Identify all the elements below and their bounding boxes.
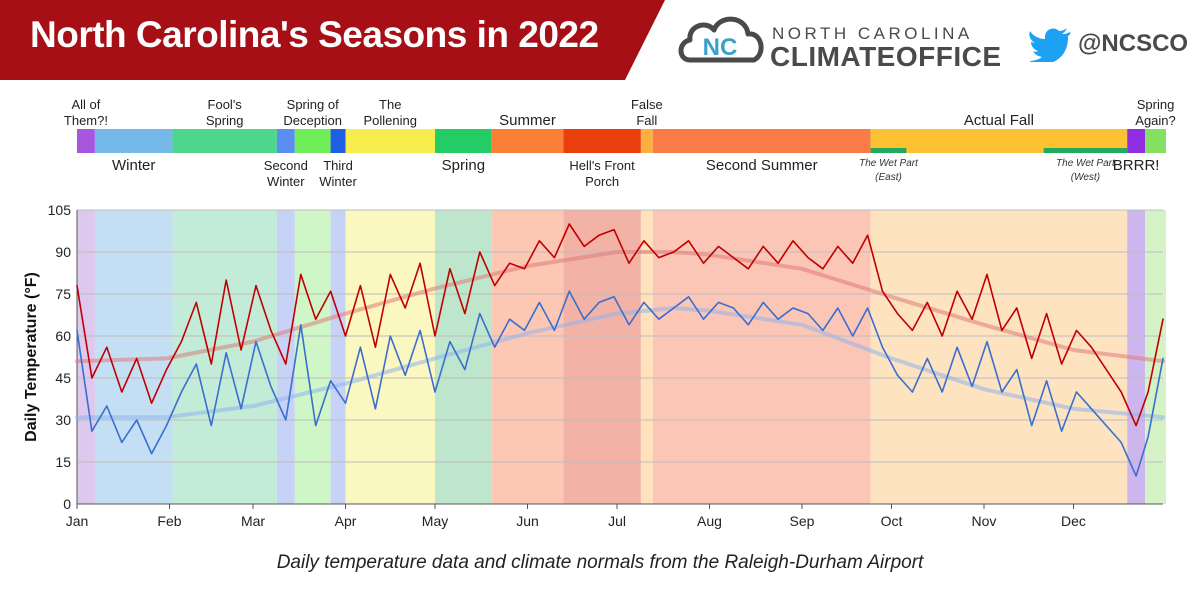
wet-period-label: (East) bbox=[875, 172, 902, 183]
daily-high-line bbox=[76, 223, 1164, 427]
season-background-band bbox=[640, 210, 653, 504]
x-tick-label: Mar bbox=[241, 513, 265, 529]
season-label: Summer bbox=[499, 112, 556, 129]
season-background-band bbox=[491, 210, 564, 504]
chart-caption: Daily temperature data and climate norma… bbox=[276, 552, 924, 573]
cloud-icon: NC bbox=[678, 16, 764, 63]
wet-period-bar bbox=[870, 148, 907, 153]
page-title: North Carolina's Seasons in 2022 bbox=[30, 14, 599, 55]
season-label: Fall bbox=[636, 113, 657, 128]
season-label: Spring of bbox=[287, 97, 339, 112]
season-timeline: All ofThem?!WinterFool'sSpringSecondWint… bbox=[64, 97, 1176, 189]
season-label: Spring bbox=[1137, 97, 1175, 112]
season-bar-segment bbox=[276, 129, 295, 153]
y-tick-label: 75 bbox=[55, 286, 71, 302]
normal-high-line bbox=[75, 250, 1165, 364]
twitter-handle-group[interactable]: @NCSCO bbox=[1028, 26, 1198, 66]
climate-office-logo: NC NORTH CAROLINA CLIMATEOFFICE bbox=[676, 8, 1001, 72]
temperature-chart: 0 15 30 45 60 75 90 105 Jan Feb Mar Apr May Jun Jul Aug… bbox=[23, 202, 1166, 529]
x-tick-label: May bbox=[422, 513, 448, 529]
season-label: Winter bbox=[112, 157, 155, 174]
x-tick-label: Jun bbox=[516, 513, 539, 529]
x-tick-label: Apr bbox=[335, 513, 357, 529]
season-label: Second bbox=[264, 158, 308, 173]
x-tick-label: Jul bbox=[608, 513, 626, 529]
season-label: Them?! bbox=[64, 113, 108, 128]
y-tick-label: 30 bbox=[55, 412, 71, 428]
y-tick-label: 105 bbox=[48, 202, 72, 218]
season-label: Deception bbox=[283, 113, 342, 128]
season-background-band bbox=[330, 210, 346, 504]
season-label: Spring bbox=[442, 157, 485, 174]
x-tick-label: Aug bbox=[697, 513, 722, 529]
wet-period-label: (West) bbox=[1071, 172, 1100, 183]
season-label: BRRR! bbox=[1113, 157, 1160, 174]
wet-period-bar bbox=[1043, 148, 1128, 153]
x-tick-label: Oct bbox=[881, 513, 903, 529]
season-label: Winter bbox=[267, 174, 305, 189]
season-background-band bbox=[276, 210, 295, 504]
x-tick-label: Dec bbox=[1061, 513, 1086, 529]
twitter-bird-icon bbox=[1029, 28, 1071, 65]
season-label: Spring bbox=[206, 113, 244, 128]
x-tick-label: Jan bbox=[66, 513, 89, 529]
season-bar-segment bbox=[1145, 129, 1166, 153]
season-bar-segment bbox=[1127, 129, 1146, 153]
normal-low-line bbox=[75, 306, 1165, 420]
season-background-band bbox=[77, 210, 95, 504]
season-label: Pollening bbox=[364, 113, 418, 128]
org-name-line1: NORTH CAROLINA bbox=[772, 24, 973, 43]
season-bar-segment bbox=[491, 129, 564, 153]
season-label: The bbox=[379, 97, 401, 112]
org-name-line2: CLIMATEOFFICE bbox=[770, 41, 1002, 72]
season-bar-segment bbox=[652, 129, 871, 153]
season-bar-segment bbox=[330, 129, 346, 153]
y-axis-title: Daily Temperature (°F) bbox=[23, 272, 40, 442]
y-tick-label: 0 bbox=[63, 496, 71, 512]
y-tick-label: 60 bbox=[55, 328, 71, 344]
season-label: All of bbox=[71, 97, 100, 112]
x-tick-label: Feb bbox=[157, 513, 181, 529]
x-tick-label: Nov bbox=[972, 513, 997, 529]
y-tick-label: 90 bbox=[55, 244, 71, 260]
season-label: Winter bbox=[319, 174, 357, 189]
season-label: Hell's Front bbox=[569, 158, 635, 173]
y-tick-label: 45 bbox=[55, 370, 71, 386]
season-background-band bbox=[870, 210, 1128, 504]
season-bar-segment bbox=[345, 129, 436, 153]
season-label: Actual Fall bbox=[964, 112, 1034, 129]
season-background-band bbox=[652, 210, 871, 504]
wet-period-label: The Wet Part bbox=[859, 158, 919, 169]
season-background-band bbox=[345, 210, 436, 504]
season-bar-segment bbox=[94, 129, 173, 153]
season-label: Second Summer bbox=[706, 157, 818, 174]
season-bar-segment bbox=[172, 129, 277, 153]
season-bar-segment bbox=[77, 129, 95, 153]
twitter-handle[interactable]: @NCSCO bbox=[1078, 30, 1189, 57]
x-tick-label: Sep bbox=[790, 513, 815, 529]
title-banner: North Carolina's Seasons in 2022 bbox=[0, 0, 665, 80]
season-label: Porch bbox=[585, 174, 619, 189]
season-bar-segment bbox=[435, 129, 492, 153]
y-tick-label: 15 bbox=[55, 454, 71, 470]
season-label: False bbox=[631, 97, 663, 112]
daily-low-line bbox=[76, 290, 1164, 477]
season-bar-segment bbox=[640, 129, 653, 153]
season-label: Third bbox=[323, 158, 353, 173]
season-bar-segment bbox=[563, 129, 641, 153]
logo-nc-letters: NC bbox=[703, 34, 738, 61]
season-label: Fool's bbox=[208, 97, 243, 112]
season-label: Again? bbox=[1135, 113, 1175, 128]
banner-shape bbox=[0, 0, 665, 80]
wet-period-label: The Wet Part bbox=[1056, 158, 1116, 169]
season-background-band bbox=[294, 210, 331, 504]
season-bar-segment bbox=[294, 129, 331, 153]
